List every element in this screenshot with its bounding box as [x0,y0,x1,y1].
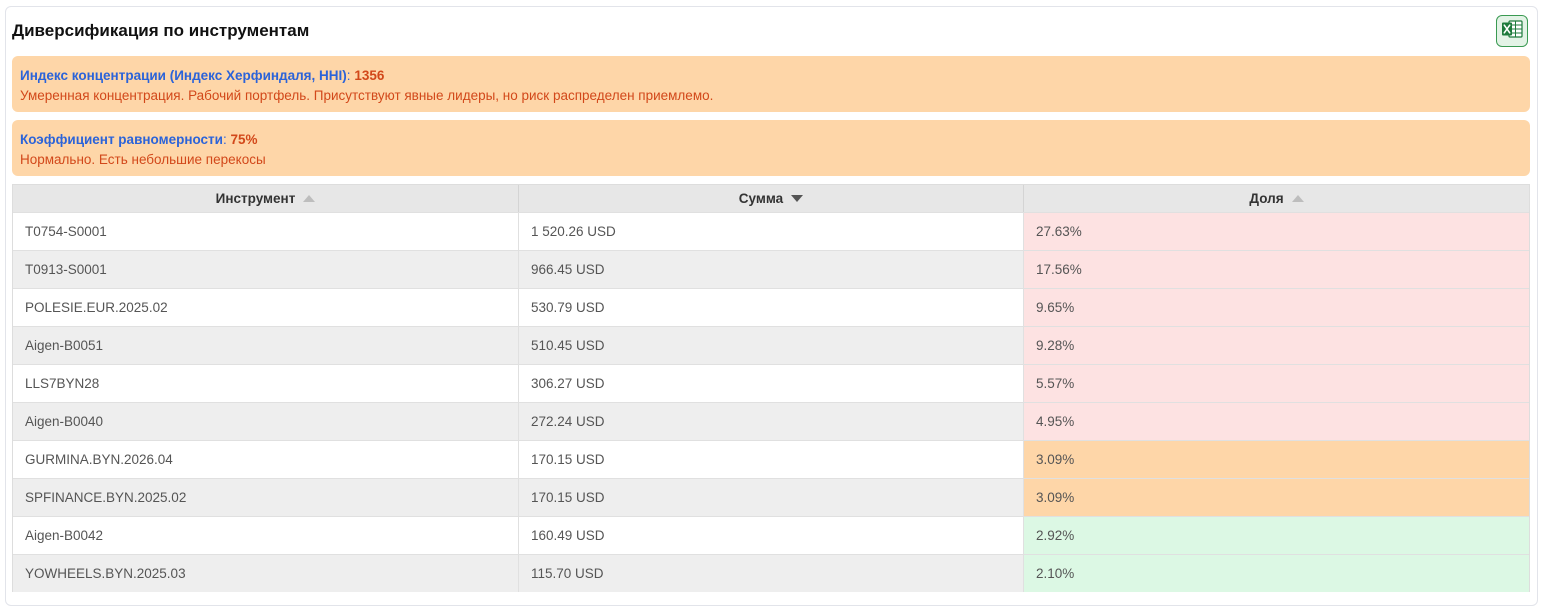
amount-cell: 1 520.26 USD [518,213,1023,250]
amount-cell: 530.79 USD [518,289,1023,326]
table-row: T0913-S0001 966.45 USD 17.56% [13,250,1529,288]
instrument-cell: Aigen-B0042 [25,528,104,543]
share-cell: 9.65% [1023,289,1529,326]
sort-up-icon [303,195,316,202]
share-cell: 3.09% [1023,441,1529,478]
column-header-share[interactable]: Доля [1023,185,1529,212]
share-cell: 27.63% [1023,213,1529,250]
share-cell: 4.95% [1023,403,1529,440]
instrument-cell: LLS7BYN28 [25,376,100,391]
share-cell: 2.10% [1023,555,1529,592]
amount-cell: 306.27 USD [518,365,1023,402]
table-row: POLESIE.EUR.2025.02 530.79 USD 9.65% [13,288,1529,326]
excel-icon [1501,19,1523,44]
evenness-colon: : [222,132,227,147]
column-header-instrument[interactable]: Инструмент [13,185,518,212]
instrument-cell: Aigen-B0051 [25,338,104,353]
table-row: LLS7BYN28 306.27 USD 5.57% [13,364,1529,402]
share-cell: 3.09% [1023,479,1529,516]
sort-down-icon [791,195,804,202]
share-cell: 2.92% [1023,517,1529,554]
instrument-cell: Aigen-B0040 [25,414,104,429]
table-header: Инструмент Сумма Доля [13,184,1529,212]
instrument-cell: T0913-S0001 [25,262,107,277]
share-cell: 5.57% [1023,365,1529,402]
instrument-cell: POLESIE.EUR.2025.02 [25,300,168,315]
evenness-label: Коэффициент равномерности [20,132,223,147]
amount-cell: 115.70 USD [518,555,1023,592]
table-row: Aigen-B0051 510.45 USD 9.28% [13,326,1529,364]
amount-cell: 170.15 USD [518,479,1023,516]
amount-cell: 272.24 USD [518,403,1023,440]
amount-cell: 966.45 USD [518,251,1023,288]
table-row: GURMINA.BYN.2026.04 170.15 USD 3.09% [13,440,1529,478]
evenness-alert: Коэффициент равномерности: 75% Нормально… [12,120,1530,176]
evenness-value: 75% [230,132,258,147]
table-row: Aigen-B0040 272.24 USD 4.95% [13,402,1529,440]
instrument-cell: T0754-S0001 [25,224,107,239]
export-excel-button[interactable] [1496,15,1528,47]
table-row: YOWHEELS.BYN.2025.03 115.70 USD 2.10% [13,554,1529,592]
instrument-cell: YOWHEELS.BYN.2025.03 [25,566,186,581]
amount-cell: 160.49 USD [518,517,1023,554]
page-title: Диверсификация по инструментам [12,21,310,40]
sort-up-icon [1291,195,1304,202]
table-row: SPFINANCE.BYN.2025.02 170.15 USD 3.09% [13,478,1529,516]
share-cell: 17.56% [1023,251,1529,288]
amount-cell: 510.45 USD [518,327,1023,364]
hhi-value: 1356 [354,68,385,83]
instrument-cell: GURMINA.BYN.2026.04 [25,452,173,467]
column-header-amount[interactable]: Сумма [518,185,1023,212]
hhi-label: Индекс концентрации (Индекс Херфиндаля, … [20,68,347,83]
amount-cell: 170.15 USD [518,441,1023,478]
instruments-table: Инструмент Сумма Доля T0754-S0001 1 520.2… [12,184,1530,592]
evenness-description: Нормально. Есть небольшие перекосы [20,152,266,167]
share-cell: 9.28% [1023,327,1529,364]
hhi-description: Умеренная концентрация. Рабочий портфель… [20,88,714,103]
table-row: Aigen-B0042 160.49 USD 2.92% [13,516,1529,554]
hhi-colon: : [346,68,351,83]
instrument-cell: SPFINANCE.BYN.2025.02 [25,490,187,505]
table-row: T0754-S0001 1 520.26 USD 27.63% [13,212,1529,250]
table-body: T0754-S0001 1 520.26 USD 27.63% T0913-S0001… [13,212,1529,592]
hhi-alert: Индекс концентрации (Индекс Херфиндаля, … [12,56,1530,112]
